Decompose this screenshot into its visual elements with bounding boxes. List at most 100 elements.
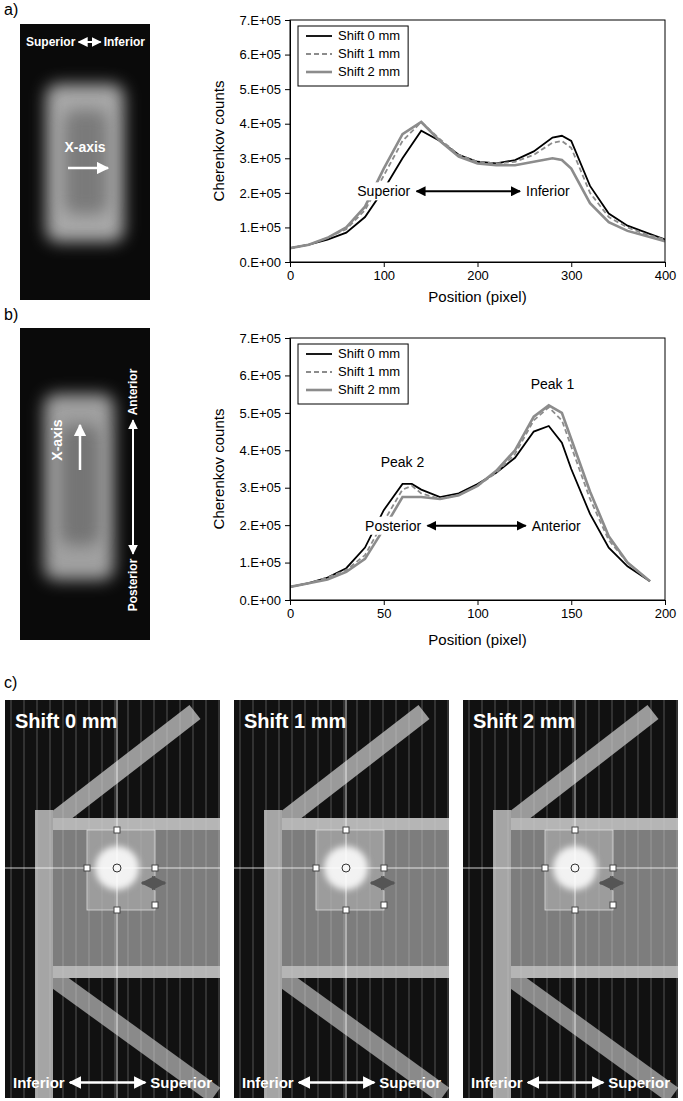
chart-panel: a)SuperiorInferiorX-axis01002003004000.E… [4, 1, 676, 305]
legend-label: Shift 0 mm [338, 28, 400, 43]
series-line [290, 407, 650, 587]
mlc-line [664, 700, 665, 1098]
tick-mark [285, 600, 290, 601]
y-tick: 0.E+00 [239, 255, 290, 270]
y-tick: 4.E+05 [239, 116, 290, 131]
tick-label: 400 [655, 268, 677, 283]
drr-shape [503, 972, 673, 1095]
handle [152, 902, 158, 908]
mlc-line [50, 700, 51, 1098]
series-line [290, 122, 665, 248]
annotation-text: Peak 1 [531, 376, 575, 392]
legend-label: Shift 1 mm [338, 46, 400, 61]
axis-line [291, 263, 666, 268]
tick-mark [384, 262, 385, 267]
crosshair [575, 700, 576, 1098]
panel-label: c) [4, 674, 17, 691]
drr-shape [45, 972, 215, 1095]
mlc-line [482, 700, 483, 1098]
handle [610, 865, 616, 871]
mlc-line [292, 700, 293, 1098]
tick-mark [285, 193, 290, 194]
mlc-line [63, 700, 64, 1098]
mlc-line [167, 700, 168, 1098]
mlc-line [24, 700, 25, 1098]
mlc-line [240, 700, 241, 1098]
legend-swatch [306, 71, 332, 74]
y-axis: 0.E+001.E+052.E+053.E+054.E+055.E+056.E+… [239, 13, 290, 270]
tick-label: 3.E+05 [239, 151, 281, 166]
y-tick: 1.E+05 [239, 555, 290, 570]
figure: a)SuperiorInferiorX-axis01002003004000.E… [0, 0, 683, 1101]
x-tick: 0 [287, 600, 294, 621]
direction-arrow [417, 190, 520, 192]
annotation-text: Superior [357, 183, 410, 199]
handle [381, 902, 387, 908]
image-background [20, 328, 150, 640]
y-axis-title: Cherenkov counts [210, 81, 227, 202]
x-tick: 400 [655, 262, 677, 283]
annotation: Peak 2 [379, 453, 427, 471]
tick-mark [285, 262, 290, 263]
y-tick: 0.E+00 [239, 593, 290, 608]
tick-mark [384, 600, 385, 605]
tick-label: 0.E+00 [239, 593, 281, 608]
x-axis: 050100150200 [287, 600, 676, 621]
isocenter [342, 864, 350, 872]
image-background [20, 24, 150, 300]
annotation-text: Posterior [365, 518, 421, 534]
mlc-line [435, 700, 436, 1098]
drr-screenshot: Shift 2 mmInferiorSuperior [463, 700, 678, 1100]
tick-mark [285, 89, 290, 90]
cherenkov-image: SuperiorInferiorX-axis [20, 24, 150, 300]
tick-label: 50 [377, 606, 391, 621]
mlc-line [193, 700, 194, 1098]
tick-mark [285, 413, 290, 414]
y-tick: 5.E+05 [239, 406, 290, 421]
direction-arrow [528, 1081, 603, 1084]
tick-label: 2.E+05 [239, 186, 281, 201]
legend-label: Shift 0 mm [338, 346, 400, 361]
direction-label: Inferior [13, 1074, 65, 1091]
handle [313, 865, 319, 871]
tick-label: 200 [467, 268, 489, 283]
tick-mark [285, 158, 290, 159]
mlc-line [638, 700, 639, 1098]
y-axis: 0.E+001.E+052.E+053.E+054.E+055.E+056.E+… [239, 331, 290, 608]
direction-arrow [427, 525, 525, 527]
mlc-line [180, 700, 181, 1098]
image-label: Inferior [104, 35, 146, 49]
mlc-line [677, 700, 678, 1098]
tick-mark [285, 55, 290, 56]
legend-label: Shift 1 mm [338, 364, 400, 379]
mlc-line [305, 700, 306, 1098]
annotation: Peak 1 [529, 375, 577, 393]
mlc-line [448, 700, 449, 1098]
plot-frame [290, 338, 665, 600]
y-tick: 3.E+05 [239, 480, 290, 495]
axis-line [285, 21, 291, 263]
annotation: Anterior [530, 517, 583, 535]
direction-arrow [299, 1081, 374, 1084]
glow-inner [64, 110, 108, 214]
y-tick: 1.E+05 [239, 220, 290, 235]
x-axis: 0100200300400 [287, 262, 676, 283]
tick-label: 6.E+05 [239, 368, 281, 383]
mlc-line [206, 700, 207, 1098]
direction-label: Superior [608, 1074, 670, 1091]
legend-swatch [306, 53, 332, 55]
y-tick: 7.E+05 [239, 13, 290, 28]
legend: Shift 0 mmShift 1 mmShift 2 mm [298, 344, 408, 404]
drr-screenshot: Shift 0 mmInferiorSuperior [5, 700, 220, 1100]
crosshair [117, 700, 118, 1098]
tick-mark [285, 375, 290, 376]
axis-line [291, 601, 666, 606]
glow-outer [44, 394, 114, 580]
drr-image [5, 700, 220, 1098]
x-tick: 200 [655, 600, 677, 621]
cherenkov-image: X-axisAnteriorPosterior [20, 328, 150, 640]
tick-label: 1.E+05 [239, 220, 281, 235]
tick-mark [285, 338, 290, 339]
drr-field [545, 830, 613, 910]
screenshot-title: Shift 1 mm [244, 710, 346, 732]
